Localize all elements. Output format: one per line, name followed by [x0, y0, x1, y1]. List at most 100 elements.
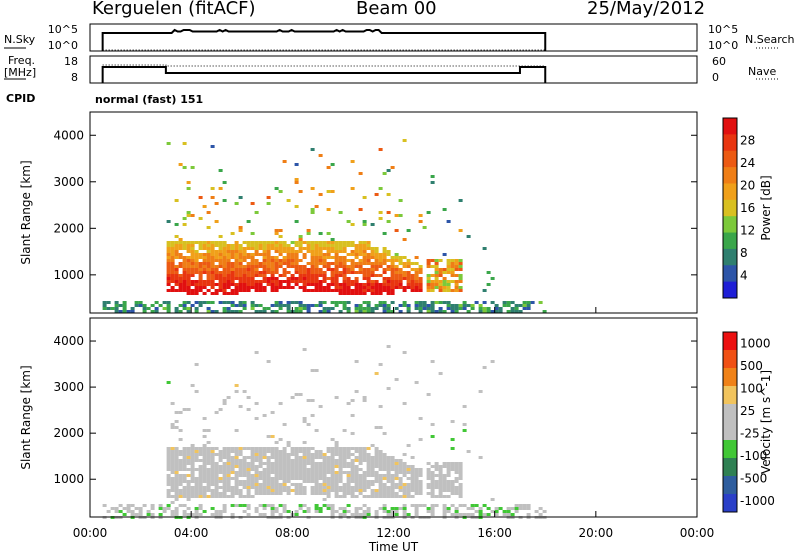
power-panel-cell: [370, 289, 375, 292]
power-panel-cell: [346, 280, 351, 283]
velocity-panel-cell: [314, 465, 319, 468]
velocity-panel-cell: [334, 510, 339, 513]
power-panel-cell: [234, 283, 239, 286]
velocity-panel-cell: [290, 447, 295, 450]
velocity-panel-cell: [526, 513, 531, 516]
power-colorbar-swatch: [723, 281, 737, 299]
power-panel-cell: [242, 304, 247, 307]
power-panel-cell: [150, 304, 155, 307]
power-panel-cell: [190, 280, 195, 283]
velocity-panel-cell: [302, 348, 307, 351]
velocity-panel-cell: [402, 495, 407, 498]
velocity-panel-cell: [458, 483, 463, 486]
power-panel-cell: [206, 241, 211, 244]
power-panel-cell: [234, 241, 239, 244]
velocity-panel-cell: [374, 459, 379, 462]
velocity-panel-cell: [266, 504, 271, 507]
velocity-panel-cell: [446, 507, 451, 510]
velocity-panel-cell: [414, 468, 419, 471]
velocity-panel-cell: [386, 468, 391, 471]
power-panel-cell: [318, 253, 323, 256]
velocity-panel-cell: [290, 459, 295, 462]
velocity-panel-cell: [366, 459, 371, 462]
velocity-panel-cell: [278, 456, 283, 459]
velocity-panel-cell: [230, 486, 235, 489]
velocity-panel-cell: [186, 456, 191, 459]
power-panel-cell: [266, 250, 271, 253]
power-panel-cell: [194, 289, 199, 292]
power-panel-cells: [102, 139, 547, 313]
velocity-panel-cell: [202, 486, 207, 489]
velocity-panel-cell: [202, 492, 207, 495]
velocity-panel-cell: [210, 465, 215, 468]
power-panel-cell: [350, 259, 355, 262]
velocity-panel-cell: [382, 462, 387, 465]
velocity-panel-cell: [442, 465, 447, 468]
power-panel-cell: [206, 244, 211, 247]
power-panel-cell: [226, 292, 231, 295]
velocity-panel-cell: [278, 486, 283, 489]
velocity-colorbar-tick-label: -500: [740, 471, 767, 485]
power-panel-cell: [250, 232, 255, 235]
power-panel-cell: [170, 253, 175, 256]
power-panel-cell: [198, 268, 203, 271]
velocity-panel-cell: [394, 474, 399, 477]
power-panel-cell: [270, 259, 275, 262]
velocity-panel-cell: [254, 465, 259, 468]
power-panel-cell: [450, 289, 455, 292]
power-panel-cell: [198, 283, 203, 286]
velocity-panel-cell: [346, 453, 351, 456]
power-panel-cell: [250, 259, 255, 262]
nsky-tick-top: 10^5: [48, 23, 78, 36]
power-panel-cell: [178, 289, 183, 292]
power-panel-cell: [226, 253, 231, 256]
power-panel-cell: [234, 292, 239, 295]
velocity-panel-cell: [250, 462, 255, 465]
velocity-panel-cell: [242, 459, 247, 462]
velocity-panel-cell: [346, 477, 351, 480]
velocity-panel-cell: [418, 438, 423, 441]
velocity-panel-cell: [134, 513, 139, 516]
velocity-panel-cell: [334, 471, 339, 474]
power-panel-cell: [382, 280, 387, 283]
velocity-panel-cell: [434, 462, 439, 465]
velocity-panel-cell: [254, 510, 259, 513]
power-panel-cell: [174, 274, 179, 277]
power-panel-cell: [450, 268, 455, 271]
power-panel-cell: [362, 256, 367, 259]
velocity-panel-cell: [318, 468, 323, 471]
velocity-panel-cell: [246, 477, 251, 480]
velocity-panel-cell: [222, 465, 227, 468]
velocity-panel-cell: [402, 474, 407, 477]
power-panel-cell: [394, 229, 399, 232]
velocity-panel-cell: [226, 486, 231, 489]
power-panel-cell: [394, 274, 399, 277]
velocity-panel-cell: [210, 513, 215, 516]
velocity-panel-cell: [430, 423, 435, 426]
power-panel-cell: [234, 289, 239, 292]
power-panel-cell: [350, 280, 355, 283]
velocity-panel-cell: [470, 513, 475, 516]
power-panel-ylabel: Slant Range [km]: [19, 160, 33, 264]
power-panel-cell: [302, 307, 307, 310]
velocity-panel-cell: [242, 447, 247, 450]
velocity-panel-cell: [374, 492, 379, 495]
velocity-panel-ytick-label: 1000: [53, 472, 84, 486]
power-panel-cell: [310, 250, 315, 253]
power-panel-cell: [186, 241, 191, 244]
power-panel-cell: [418, 289, 423, 292]
power-panel-cell: [218, 187, 223, 190]
velocity-panel-cell: [430, 492, 435, 495]
power-panel-cell: [374, 265, 379, 268]
power-panel-cell: [446, 301, 451, 304]
velocity-panel-cell: [174, 459, 179, 462]
power-panel-cell: [410, 289, 415, 292]
power-panel-cell: [198, 253, 203, 256]
power-panel-cell: [494, 307, 499, 310]
velocity-panel-cell: [262, 468, 267, 471]
velocity-panel-cell: [254, 477, 259, 480]
velocity-panel-cell: [294, 459, 299, 462]
velocity-panel-cell: [454, 489, 459, 492]
power-panel-cell: [326, 253, 331, 256]
power-panel-cell: [338, 274, 343, 277]
